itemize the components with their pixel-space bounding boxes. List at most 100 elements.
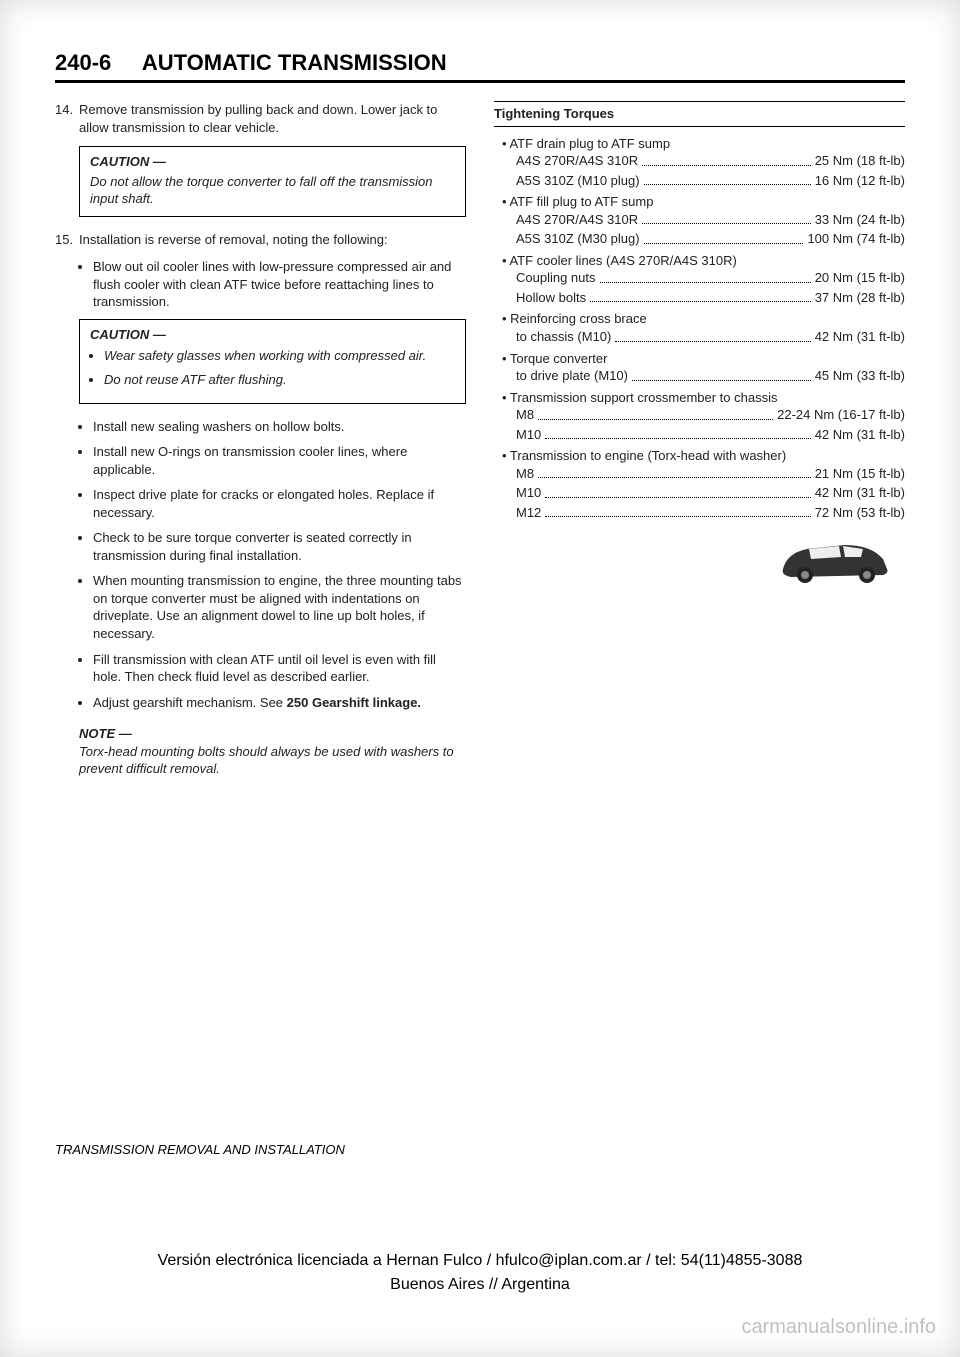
step-15-sub-bullets-1: Blow out oil cooler lines with low-press…	[79, 258, 466, 311]
torque-item: A4S 270R/A4S 310R 33 Nm (24 ft-lb)	[494, 211, 905, 229]
torque-item-label: M8	[516, 406, 534, 424]
torque-item-value: 42 Nm (31 ft-lb)	[815, 426, 905, 444]
leader-dots	[644, 172, 811, 186]
torque-item: M10 42 Nm (31 ft-lb)	[494, 426, 905, 444]
leader-dots	[644, 230, 804, 244]
torque-item-label: A4S 270R/A4S 310R	[516, 152, 638, 170]
step-15: 15. Installation is reverse of removal, …	[55, 231, 466, 249]
note-text: Torx-head mounting bolts should always b…	[79, 743, 466, 778]
torque-item-value: 42 Nm (31 ft-lb)	[815, 484, 905, 502]
step-number: 15.	[55, 231, 79, 249]
bullet-item: Blow out oil cooler lines with low-press…	[93, 258, 466, 311]
caution-box-2: CAUTION — Wear safety glasses when worki…	[79, 319, 466, 404]
caution-item: Wear safety glasses when working with co…	[104, 347, 455, 365]
step-number: 14.	[55, 101, 79, 136]
page-header: 240-6 AUTOMATIC TRANSMISSION	[55, 50, 905, 83]
car-icon	[775, 531, 895, 586]
torque-group: • ATF cooler lines (A4S 270R/A4S 310R)Co…	[494, 252, 905, 307]
torque-item-label: M8	[516, 465, 534, 483]
leader-dots	[642, 152, 811, 166]
bullet-item: When mounting transmission to engine, th…	[93, 572, 466, 642]
torque-item: A5S 310Z (M30 plug)100 Nm (74 ft-lb)	[494, 230, 905, 248]
torque-item-value: 21 Nm (15 ft-lb)	[815, 465, 905, 483]
torque-item: M8 22-24 Nm (16-17 ft-lb)	[494, 406, 905, 424]
page-number: 240-6	[55, 50, 111, 75]
torque-item-value: 25 Nm (18 ft-lb)	[815, 152, 905, 170]
torque-item-label: to chassis (M10)	[516, 328, 611, 346]
content-columns: 14. Remove transmission by pulling back …	[55, 101, 905, 778]
torque-item: M8 21 Nm (15 ft-lb)	[494, 465, 905, 483]
torque-title: Tightening Torques	[494, 101, 905, 127]
torque-item-value: 20 Nm (15 ft-lb)	[815, 269, 905, 287]
torque-item-label: A4S 270R/A4S 310R	[516, 211, 638, 229]
leader-dots	[600, 269, 811, 283]
torque-item-label: to drive plate (M10)	[516, 367, 628, 385]
torque-item: to chassis (M10)42 Nm (31 ft-lb)	[494, 328, 905, 346]
leader-dots	[642, 211, 811, 225]
section-title: AUTOMATIC TRANSMISSION	[142, 50, 447, 75]
torque-item-label: M10	[516, 484, 541, 502]
bullet-item: Check to be sure torque converter is sea…	[93, 529, 466, 564]
torque-item: A4S 270R/A4S 310R 25 Nm (18 ft-lb)	[494, 152, 905, 170]
caution-text: Do not allow the torque converter to fal…	[90, 173, 455, 208]
torque-item-value: 33 Nm (24 ft-lb)	[815, 211, 905, 229]
step-text: Installation is reverse of removal, noti…	[79, 231, 466, 249]
bullet-item: Install new sealing washers on hollow bo…	[93, 418, 466, 436]
right-column: Tightening Torques • ATF drain plug to A…	[494, 101, 905, 778]
car-illustration	[494, 531, 905, 591]
license-line-2: Buenos Aires // Argentina	[0, 1273, 960, 1297]
torque-group-label: • ATF fill plug to ATF sump	[494, 193, 905, 211]
torque-list: • ATF drain plug to ATF sumpA4S 270R/A4S…	[494, 135, 905, 522]
caution-box-1: CAUTION — Do not allow the torque conver…	[79, 146, 466, 217]
torque-item: M1272 Nm (53 ft-lb)	[494, 504, 905, 522]
leader-dots	[615, 328, 810, 342]
torque-group-label: • Transmission support crossmember to ch…	[494, 389, 905, 407]
torque-group: • Transmission to engine (Torx-head with…	[494, 447, 905, 521]
torque-group: • Torque converterto drive plate (M10) 45…	[494, 350, 905, 385]
torque-group: • ATF drain plug to ATF sumpA4S 270R/A4S…	[494, 135, 905, 190]
caution-title: CAUTION —	[90, 153, 455, 171]
torque-group: • ATF fill plug to ATF sumpA4S 270R/A4S …	[494, 193, 905, 248]
torque-item-value: 37 Nm (28 ft-lb)	[815, 289, 905, 307]
leader-dots	[545, 484, 810, 498]
torque-group-label: • ATF cooler lines (A4S 270R/A4S 310R)	[494, 252, 905, 270]
leader-dots	[545, 504, 810, 518]
torque-group-label: • Reinforcing cross brace	[494, 310, 905, 328]
caution-title: CAUTION —	[90, 326, 455, 344]
step-14: 14. Remove transmission by pulling back …	[55, 101, 466, 136]
torque-item-label: M10	[516, 426, 541, 444]
torque-item-value: 22-24 Nm (16-17 ft-lb)	[777, 406, 905, 424]
bullet-ref: 250 Gearshift linkage.	[287, 695, 421, 710]
torque-item: Coupling nuts20 Nm (15 ft-lb)	[494, 269, 905, 287]
torque-item: A5S 310Z (M10 plug)16 Nm (12 ft-lb)	[494, 172, 905, 190]
torque-item: to drive plate (M10) 45 Nm (33 ft-lb)	[494, 367, 905, 385]
note-block: NOTE — Torx-head mounting bolts should a…	[79, 725, 466, 778]
torque-item: Hollow bolts37 Nm (28 ft-lb)	[494, 289, 905, 307]
leader-dots	[590, 289, 811, 303]
torque-group-label: • Torque converter	[494, 350, 905, 368]
torque-item-value: 45 Nm (33 ft-lb)	[815, 367, 905, 385]
license-line-1: Versión electrónica licenciada a Hernan …	[0, 1249, 960, 1273]
torque-group-label: • ATF drain plug to ATF sump	[494, 135, 905, 153]
caution-item: Do not reuse ATF after flushing.	[104, 371, 455, 389]
leader-dots	[538, 465, 811, 479]
footer-section-title: TRANSMISSION REMOVAL AND INSTALLATION	[55, 1142, 345, 1157]
torque-item: M10 42 Nm (31 ft-lb)	[494, 484, 905, 502]
torque-item-label: M12	[516, 504, 541, 522]
caution-list: Wear safety glasses when working with co…	[90, 347, 455, 388]
manual-page: 240-6 AUTOMATIC TRANSMISSION 14. Remove …	[0, 0, 960, 1357]
torque-group: • Reinforcing cross braceto chassis (M10…	[494, 310, 905, 345]
bullet-item: Adjust gearshift mechanism. See 250 Gear…	[93, 694, 466, 712]
watermark: carmanualsonline.info	[741, 1316, 936, 1339]
torque-group: • Transmission support crossmember to ch…	[494, 389, 905, 444]
bullet-item: Inspect drive plate for cracks or elonga…	[93, 486, 466, 521]
torque-item-value: 100 Nm (74 ft-lb)	[807, 230, 905, 248]
bullet-text: Adjust gearshift mechanism. See	[93, 695, 287, 710]
leader-dots	[545, 426, 810, 440]
leader-dots	[632, 367, 811, 381]
bullet-item: Install new O-rings on transmission cool…	[93, 443, 466, 478]
bullet-item: Fill transmission with clean ATF until o…	[93, 651, 466, 686]
license-block: Versión electrónica licenciada a Hernan …	[0, 1249, 960, 1297]
note-title: NOTE —	[79, 725, 466, 743]
torque-item-label: A5S 310Z (M10 plug)	[516, 172, 640, 190]
